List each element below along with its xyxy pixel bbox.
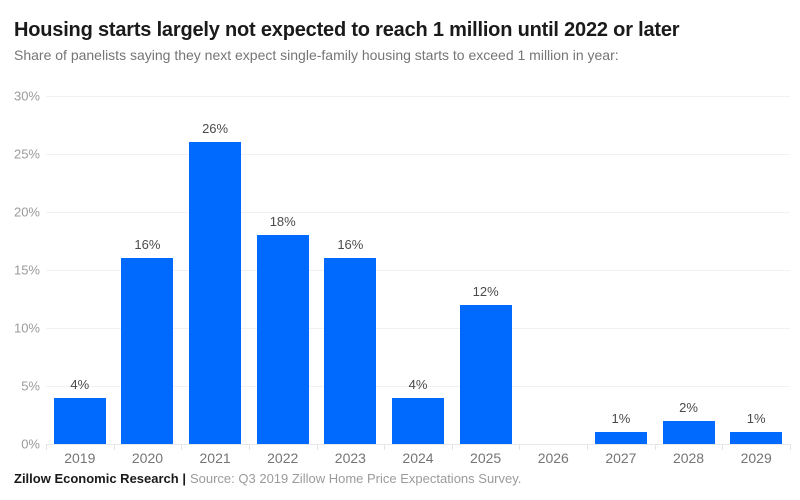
bar [256, 235, 309, 444]
bar [594, 432, 647, 444]
bar [189, 142, 242, 444]
x-tick-label: 2023 [334, 450, 366, 466]
x-axis-tick-mark [519, 444, 521, 450]
y-tick-label: 25% [13, 146, 40, 162]
x-axis-tick-mark [451, 444, 453, 450]
x-axis-tick-mark [790, 444, 791, 450]
bar-slot: 4% [46, 96, 114, 444]
bar [324, 258, 377, 444]
bar-value-label: 4% [408, 376, 428, 392]
chart-subtitle: Share of panelists saying they next expe… [14, 47, 619, 63]
bar [730, 432, 783, 444]
gridline [46, 386, 790, 387]
bar-value-label: 12% [472, 283, 499, 299]
bar [391, 397, 444, 444]
footer-attribution: Zillow Economic Research | Source: Q3 201… [14, 471, 521, 486]
bar-value-label: 1% [611, 411, 631, 427]
bar-value-label: 16% [134, 237, 161, 253]
bar-value-label: 4% [70, 376, 90, 392]
x-tick-label: 2019 [64, 450, 96, 466]
y-tick-label: 15% [13, 262, 40, 278]
bar-slot: 18% [249, 96, 317, 444]
x-axis-tick-mark [248, 444, 250, 450]
bar-slot: 12% [452, 96, 520, 444]
x-tick-label: 2021 [199, 450, 231, 466]
gridline [46, 96, 790, 97]
bar-slot: 2% [655, 96, 723, 444]
y-tick-label: 20% [13, 204, 40, 220]
x-axis-tick-mark [46, 444, 47, 450]
chart-title: Housing starts largely not expected to r… [14, 19, 680, 41]
gridline [46, 212, 790, 213]
bar-value-label: 18% [269, 214, 296, 230]
x-axis-tick-mark [722, 444, 724, 450]
bar-value-label: 2% [679, 399, 698, 415]
gridline [46, 444, 790, 445]
bar [662, 420, 715, 444]
bar-slot: 1% [722, 96, 790, 444]
bar-value-label: 1% [746, 411, 766, 427]
footer-source: Source: Q3 2019 Zillow Home Price Expect… [189, 471, 522, 486]
bar-value-label: 16% [337, 237, 364, 253]
bar-slot: 26% [181, 96, 249, 444]
bar-slot: 1% [587, 96, 655, 444]
x-axis-tick-mark [654, 444, 656, 450]
bar-slot [519, 96, 587, 444]
x-tick-label: 2024 [402, 450, 434, 466]
bar [53, 397, 106, 444]
bar [459, 304, 512, 444]
gridline [46, 154, 790, 155]
bar-slot: 16% [114, 96, 182, 444]
y-tick-label: 10% [13, 320, 40, 336]
x-tick-label: 2028 [672, 450, 705, 466]
x-tick-label: 2026 [537, 450, 569, 466]
x-tick-label: 2027 [605, 450, 637, 466]
x-axis-tick-mark [113, 444, 115, 450]
x-axis-tick-mark [384, 444, 386, 450]
y-tick-label: 30% [13, 88, 40, 104]
bar-value-label: 26% [202, 121, 229, 137]
y-tick-label: 0% [21, 436, 40, 452]
gridline [46, 270, 790, 271]
gridline [46, 328, 790, 329]
x-axis-tick-mark [587, 444, 589, 450]
bar-slot: 16% [317, 96, 385, 444]
x-tick-label: 2029 [740, 450, 772, 466]
x-tick-label: 2022 [267, 450, 299, 466]
bar [121, 258, 174, 444]
x-axis-tick-mark [316, 444, 318, 450]
x-axis-tick-mark [181, 444, 183, 450]
x-tick-label: 2025 [470, 450, 502, 466]
x-tick-label: 2020 [131, 450, 164, 466]
footer-brand: Zillow Economic Research | [14, 471, 186, 486]
bar-slot: 4% [384, 96, 452, 444]
y-tick-label: 5% [21, 378, 40, 394]
